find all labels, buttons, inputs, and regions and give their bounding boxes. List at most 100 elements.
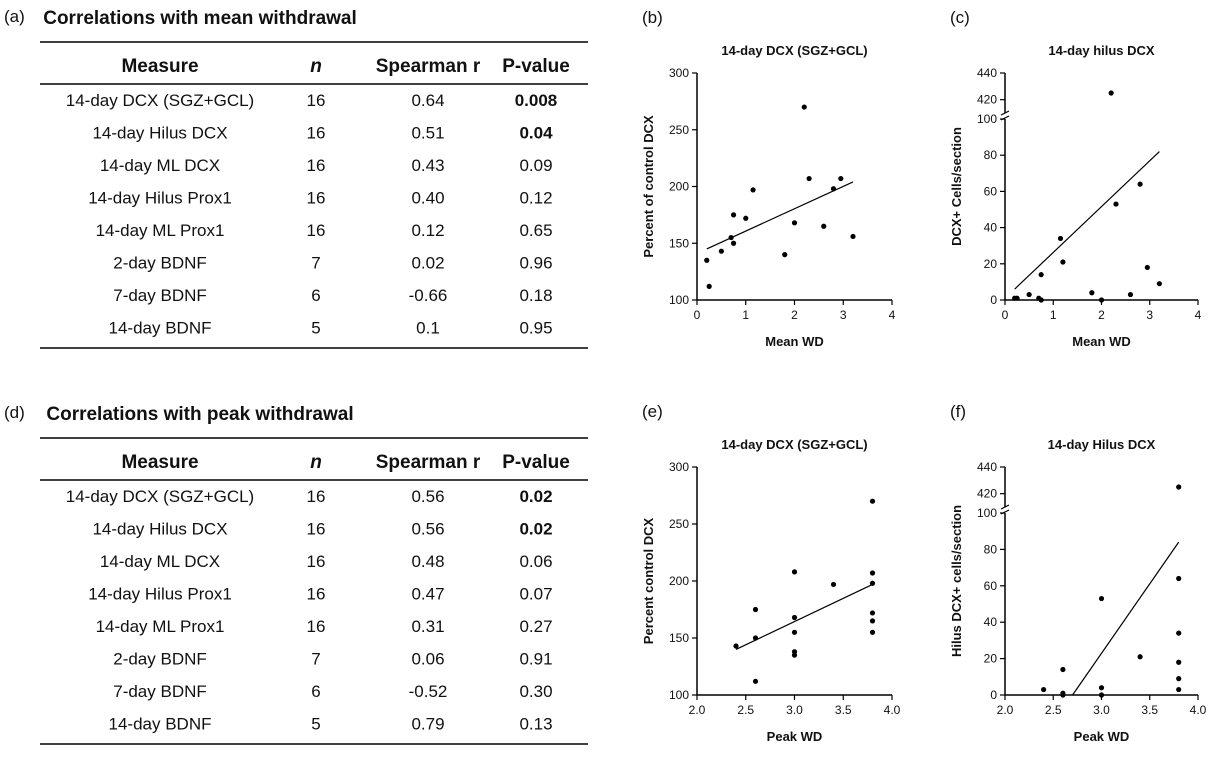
data-point <box>743 215 749 221</box>
data-point <box>1176 484 1182 490</box>
x-tick-label: 0 <box>694 308 701 322</box>
panel-label: (c) <box>950 8 970 27</box>
data-point <box>806 175 812 182</box>
data-point <box>1098 685 1105 691</box>
x-tick-label: 3.5 <box>1141 703 1158 717</box>
y-tick-label: 40 <box>984 221 998 235</box>
data-point <box>1060 692 1066 698</box>
chart-title: 14-day DCX (SGZ+GCL) <box>721 437 867 452</box>
data-point <box>1060 259 1066 265</box>
y-tick-label: 100 <box>669 688 689 702</box>
y-tick-label: 300 <box>669 460 689 474</box>
data-point <box>706 283 712 289</box>
data-point <box>750 187 756 193</box>
table-cell: 16 <box>307 91 326 110</box>
data-point <box>1041 686 1047 693</box>
table-cell: 0.40 <box>411 189 444 208</box>
data-point <box>850 233 856 240</box>
column-header: Spearman r <box>376 452 481 473</box>
table-cell: 2-day BDNF <box>113 254 207 273</box>
data-point <box>869 610 876 616</box>
column-header: n <box>310 452 322 473</box>
y-tick-label: 420 <box>977 487 997 501</box>
y-axis-label: Hilus DCX+ cells/section <box>949 505 964 657</box>
data-point <box>730 240 737 246</box>
data-point <box>1038 297 1044 303</box>
y-axis-label: Percent control DCX <box>641 517 656 644</box>
table-cell: 14-day ML Prox1 <box>96 617 225 636</box>
x-axis-label: Mean WD <box>765 334 824 349</box>
table-cell: 14-day Hilus Prox1 <box>88 189 232 208</box>
data-point <box>838 175 844 182</box>
table-cell: 0.95 <box>519 319 552 338</box>
table-cell: 0.04 <box>519 124 553 143</box>
table-cell: 16 <box>307 585 326 604</box>
table-cell: 16 <box>307 156 326 175</box>
x-tick-label: 2.0 <box>997 703 1014 717</box>
data-point <box>1098 297 1105 303</box>
axis-break <box>1000 504 1010 510</box>
table-cell: 6 <box>311 286 320 305</box>
scatter-chart: (c) 14-day hilus DCX Mean WD DCX+ Cells/sec… <box>949 8 1202 349</box>
table-cell: 0.02 <box>411 254 444 273</box>
data-point <box>1176 659 1182 665</box>
table-cell: 5 <box>311 715 320 734</box>
trend-line <box>706 181 854 250</box>
x-tick-label: 3.0 <box>786 703 803 717</box>
table-cell: 0.02 <box>519 487 552 506</box>
table-cell: 7 <box>311 254 320 273</box>
table-cell: 14-day ML DCX <box>100 552 220 571</box>
x-tick-label: 3.0 <box>1093 703 1110 717</box>
table-cell: 0.48 <box>411 552 444 571</box>
data-point <box>1137 654 1143 660</box>
table-cell: 14-day BDNF <box>109 715 212 734</box>
chart-title: 14-day Hilus DCX <box>1048 437 1156 452</box>
table-cell: 0.02 <box>519 520 552 539</box>
data-point <box>1137 181 1143 187</box>
table-cell: 0.06 <box>411 650 444 669</box>
table-cell: 14-day ML DCX <box>100 156 220 175</box>
y-tick-label: 60 <box>984 579 998 593</box>
data-point <box>869 629 876 635</box>
column-header: Measure <box>121 452 198 473</box>
y-tick-label: 440 <box>977 460 997 474</box>
table-cell: 0.91 <box>519 650 552 669</box>
x-axis-label: Peak WD <box>767 729 823 744</box>
y-tick-label: 200 <box>669 574 689 588</box>
data-point <box>830 581 837 588</box>
table-cell: 16 <box>307 552 326 571</box>
table-cell: 0.47 <box>411 585 444 604</box>
x-tick-label: 4 <box>1195 308 1202 322</box>
table-cell: 0.07 <box>519 585 552 604</box>
table-cell: 0.13 <box>519 715 552 734</box>
y-tick-label: 100 <box>669 293 689 307</box>
data-point <box>869 570 876 576</box>
data-point <box>1057 235 1064 242</box>
table-cell: 6 <box>311 682 320 701</box>
table-cell: -0.52 <box>409 682 448 701</box>
data-point <box>791 614 798 621</box>
table-cell: 0.008 <box>515 91 558 110</box>
trend-line <box>1014 151 1160 290</box>
data-point <box>1176 630 1182 636</box>
panel-label: (f) <box>950 402 966 421</box>
y-tick-label: 40 <box>984 615 998 629</box>
data-point <box>718 248 724 254</box>
scatter-chart: (e) 14-day DCX (SGZ+GCL) Peak WD Percent co… <box>641 402 901 744</box>
data-point <box>869 618 876 624</box>
table-title: Correlations with mean withdrawal <box>43 8 357 29</box>
y-axis-label: Percent of control DCX <box>641 115 656 258</box>
data-point <box>730 212 737 218</box>
column-header: Spearman r <box>376 56 481 77</box>
x-tick-label: 1 <box>1050 308 1057 322</box>
y-tick-label: 80 <box>984 148 998 162</box>
table-cell: 0.96 <box>519 254 552 273</box>
y-tick-label: 200 <box>669 180 689 194</box>
y-tick-label: 150 <box>669 631 689 645</box>
y-tick-label: 300 <box>669 66 689 80</box>
data-point <box>1060 666 1066 673</box>
data-point <box>1176 686 1182 693</box>
table-cell: 2-day BDNF <box>113 650 207 669</box>
table-cell: 7-day BDNF <box>113 286 207 305</box>
